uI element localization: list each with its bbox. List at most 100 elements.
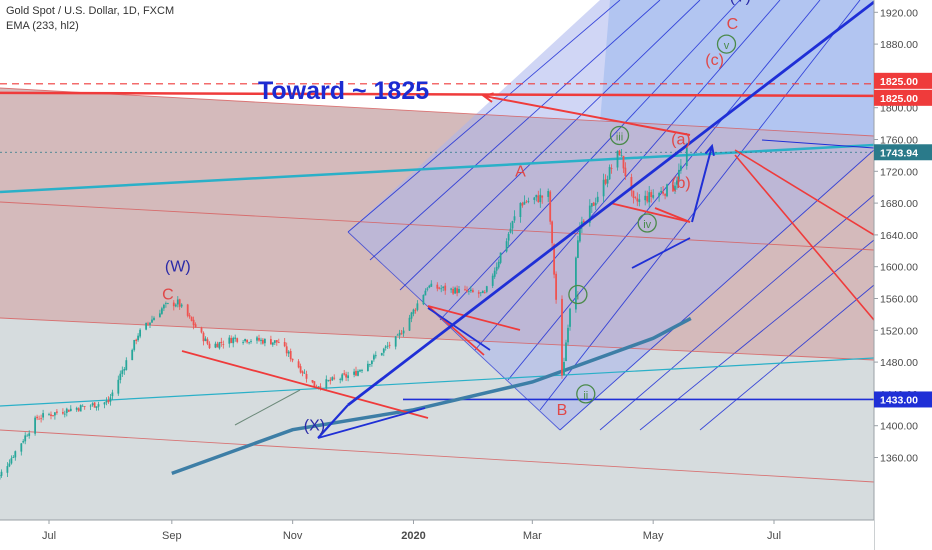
candle-body bbox=[497, 261, 500, 268]
candle-body bbox=[89, 405, 92, 407]
candle-body bbox=[234, 337, 237, 339]
candle-body bbox=[125, 360, 128, 370]
candle-body bbox=[275, 340, 278, 343]
candle-body bbox=[658, 193, 660, 197]
candle-body bbox=[10, 458, 13, 464]
candle-body bbox=[355, 370, 357, 376]
candle-body bbox=[567, 327, 569, 343]
wave-blue-line-0 bbox=[317, 407, 426, 439]
price-tick-label: 1880.00 bbox=[880, 39, 918, 51]
candle-body bbox=[438, 287, 441, 289]
price-badge bbox=[874, 72, 932, 89]
wave-label-iii: iii bbox=[616, 132, 623, 144]
drop-line-shallow bbox=[734, 149, 874, 236]
candle-body bbox=[135, 339, 138, 341]
candle-body bbox=[161, 308, 163, 314]
candle-body bbox=[430, 283, 433, 287]
candle-body bbox=[107, 400, 110, 403]
candle-body bbox=[608, 167, 611, 180]
candle-body bbox=[386, 345, 389, 347]
candle-body bbox=[664, 194, 666, 196]
candle-body bbox=[402, 330, 405, 334]
candle-body bbox=[93, 402, 96, 408]
candle-body bbox=[8, 463, 11, 467]
candle-body bbox=[153, 317, 155, 321]
candle-body bbox=[48, 414, 50, 415]
target-connector bbox=[761, 139, 874, 149]
channel-line-7 bbox=[559, 149, 874, 431]
candle-body bbox=[472, 290, 474, 293]
wave-label-ii: ii bbox=[583, 390, 588, 402]
candle-body bbox=[374, 355, 377, 357]
candle-body bbox=[590, 203, 593, 207]
candle-body bbox=[527, 201, 530, 202]
candle-body bbox=[479, 292, 482, 294]
headline-text: Toward ~ 1825 bbox=[258, 77, 429, 105]
candle-body bbox=[458, 289, 460, 293]
indicator-label[interactable]: EMA (233, hl2) bbox=[6, 20, 79, 32]
price-tick-label: 1360.00 bbox=[880, 453, 918, 465]
candle-body bbox=[353, 371, 355, 375]
time-axis-bg bbox=[0, 520, 874, 550]
channel-line-9 bbox=[639, 239, 874, 431]
price-badge-label: 1825.00 bbox=[880, 93, 918, 105]
time-tick-label: Nov bbox=[283, 530, 303, 542]
symbol-label[interactable]: Gold Spot / U.S. Dollar, 1D, FXCM bbox=[6, 5, 175, 17]
candle-body bbox=[672, 185, 674, 192]
candle-body bbox=[384, 346, 387, 348]
price-tick-label: 1640.00 bbox=[880, 230, 918, 242]
time-tick-label: Jul bbox=[767, 530, 781, 542]
candle-body bbox=[192, 319, 195, 326]
candle-body bbox=[63, 413, 66, 415]
candle-body bbox=[616, 150, 619, 168]
candle-body bbox=[200, 327, 203, 333]
channel-base-line bbox=[347, 231, 561, 431]
candle-body bbox=[412, 309, 415, 314]
candle-body bbox=[539, 194, 542, 203]
red-trendline-3 bbox=[0, 87, 874, 137]
price-badge-label: 1433.00 bbox=[880, 394, 918, 406]
candle-body bbox=[216, 343, 219, 348]
price-badge-label: 1825.00 bbox=[880, 76, 918, 88]
candle-body bbox=[69, 408, 72, 411]
candle-body bbox=[444, 285, 447, 291]
candle-body bbox=[67, 409, 70, 412]
candle-body bbox=[485, 286, 488, 292]
candle-body bbox=[553, 244, 555, 275]
candle-body bbox=[12, 457, 15, 458]
wave-trendline-4 bbox=[654, 207, 691, 223]
candle-body bbox=[493, 270, 496, 277]
candle-body bbox=[341, 374, 344, 381]
candle-body bbox=[347, 375, 349, 378]
candle-body bbox=[551, 221, 553, 244]
candle-body bbox=[311, 380, 314, 383]
candle-body bbox=[327, 380, 330, 382]
time-tick-label: Mar bbox=[523, 530, 542, 542]
wave-label-c: (c) bbox=[705, 52, 724, 69]
candle-body bbox=[339, 379, 342, 380]
candle-body bbox=[244, 339, 246, 342]
main-trendline-start bbox=[317, 404, 349, 439]
wave-blue-line-2 bbox=[631, 237, 691, 269]
candle-body bbox=[103, 402, 106, 405]
channel-line-10 bbox=[699, 284, 874, 431]
candle-body bbox=[329, 379, 332, 382]
candle-body bbox=[676, 180, 678, 185]
projection-arrow-up-head bbox=[704, 143, 715, 157]
candles bbox=[0, 142, 688, 480]
wave-label-Y: (Y) bbox=[730, 0, 751, 5]
candle-body bbox=[75, 407, 78, 410]
price-badge bbox=[874, 89, 932, 106]
price-badge bbox=[874, 391, 932, 408]
candle-body bbox=[685, 147, 688, 166]
candle-body bbox=[644, 195, 647, 201]
candle-body bbox=[592, 202, 595, 206]
candle-body bbox=[256, 337, 258, 341]
price-tick-label: 1400.00 bbox=[880, 421, 918, 433]
candle-body bbox=[674, 185, 676, 191]
candle-body bbox=[440, 288, 443, 290]
candle-body bbox=[232, 337, 235, 344]
candle-body bbox=[371, 360, 373, 364]
